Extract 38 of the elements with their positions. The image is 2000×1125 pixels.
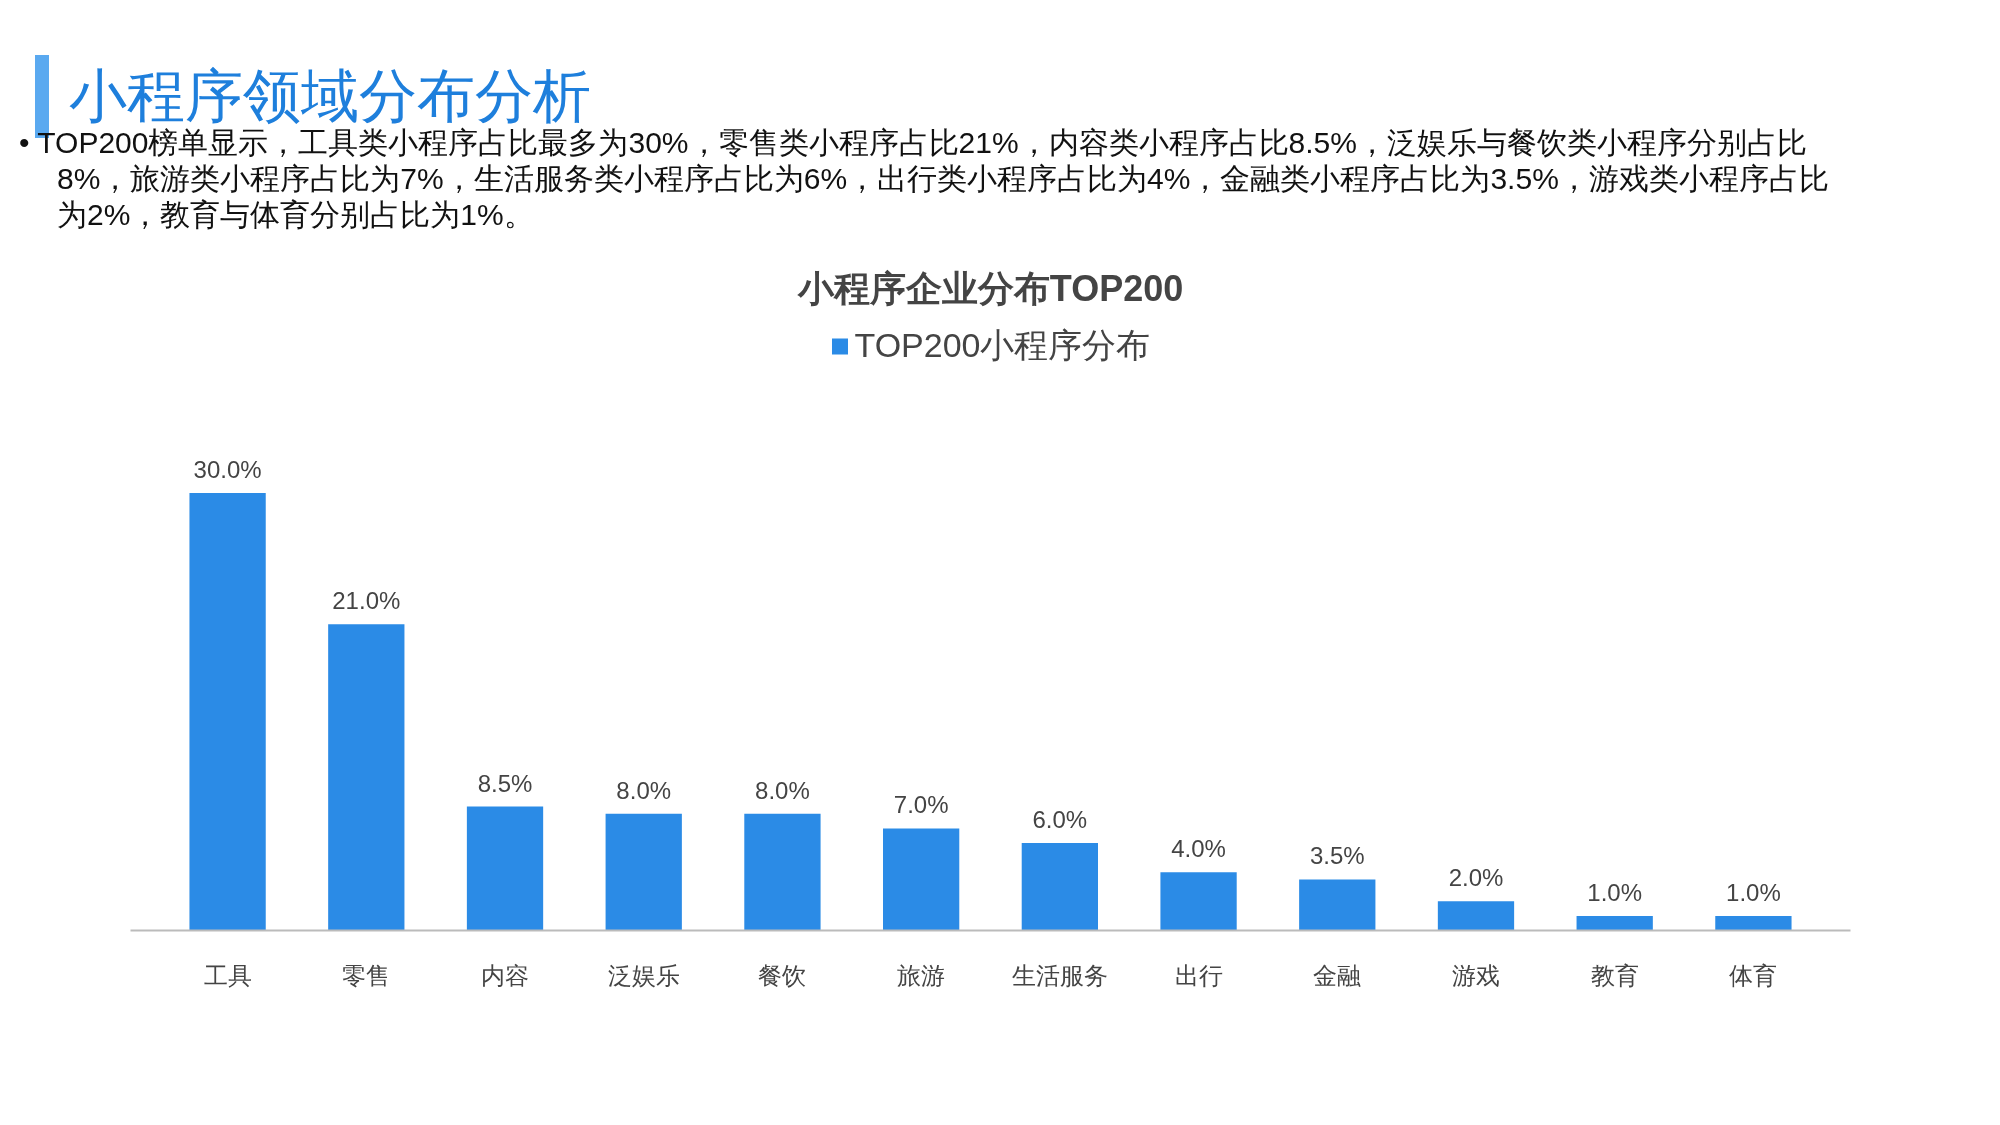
data-label: 8.0% [616,776,672,804]
x-tick-label: 教育 [1590,961,1639,989]
x-tick-label: 内容 [481,961,530,989]
bar [189,492,266,931]
data-label: 2.0% [1448,864,1504,892]
data-label: 21.0% [332,587,401,615]
x-tick-label: 餐饮 [758,961,807,989]
data-label: 4.0% [1171,835,1226,863]
x-tick-label: 游戏 [1451,961,1500,989]
data-label: 1.0% [1726,878,1781,906]
bar [1021,842,1098,931]
bar [1160,872,1237,931]
x-tick-label: 出行 [1174,961,1223,989]
x-tick-label: 金融 [1313,961,1362,989]
bar [1715,915,1792,931]
x-tick-label: 体育 [1729,961,1778,989]
data-label: 6.0% [1032,805,1088,833]
x-tick-label: 旅游 [897,961,946,989]
data-label: 30.0% [193,455,262,483]
bar [328,624,405,931]
data-label: 3.5% [1309,842,1365,870]
x-tick-label: 生活服务 [1011,961,1108,989]
bar [1437,901,1515,931]
x-tick-label: 泛娱乐 [607,961,680,989]
data-label: 8.0% [755,776,810,804]
x-tick-label: 零售 [342,961,391,989]
bar [605,813,682,931]
bar [1576,915,1653,931]
x-tick-label: 工具 [203,961,252,989]
bar [1299,879,1376,931]
legend-label: TOP200小程序分布 [854,325,1151,366]
chart-title: 小程序企业分布TOP200 [796,267,1184,309]
bar [883,828,960,931]
bar [744,813,821,931]
data-label: 7.0% [893,791,949,819]
data-label: 8.5% [477,769,533,797]
bar [466,806,544,931]
data-label: 1.0% [1587,878,1643,906]
